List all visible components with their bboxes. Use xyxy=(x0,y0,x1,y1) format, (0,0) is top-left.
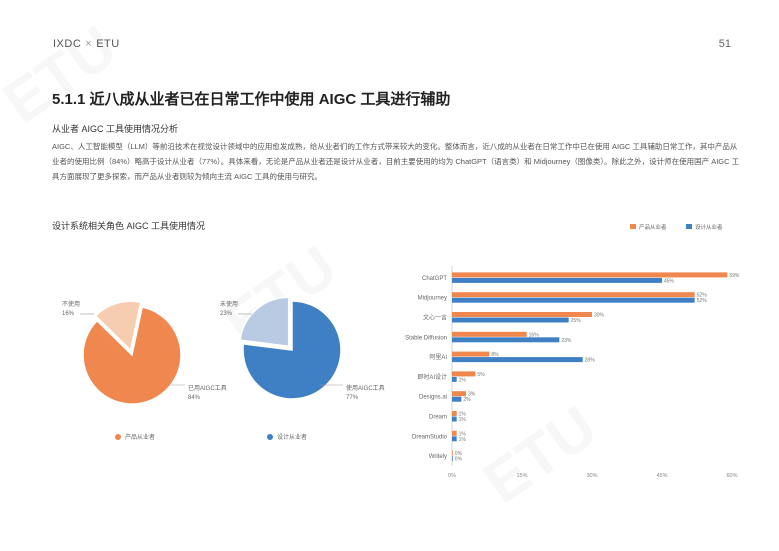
bar-legend-swatch xyxy=(630,224,636,229)
page-title: 5.1.1 近八成从业者已在日常工作中使用 AIGC 工具进行辅助 xyxy=(52,91,451,108)
bar-data-label: 1% xyxy=(459,417,467,423)
bar-data-label: 8% xyxy=(491,352,499,358)
bar-design xyxy=(452,456,453,462)
bar-data-label: 25% xyxy=(571,318,582,324)
bar-design xyxy=(452,337,560,343)
pie-data-label: 未使用 xyxy=(220,300,238,308)
bar-product xyxy=(452,272,728,278)
bar-design xyxy=(452,396,462,402)
pie-slice xyxy=(242,300,342,400)
category-label: DreamStudio xyxy=(412,434,448,440)
bar-design xyxy=(452,436,457,442)
bar-data-label: 1% xyxy=(459,412,467,418)
bar-product xyxy=(452,292,695,298)
pie-slice xyxy=(94,300,142,352)
category-label: Writely xyxy=(429,454,447,460)
pie-legend-swatch xyxy=(267,434,273,440)
bar-product xyxy=(452,391,466,397)
category-label: Midjourney xyxy=(418,296,447,302)
bar-product xyxy=(452,430,457,436)
bar-design xyxy=(452,317,569,323)
pie-data-label: 16% xyxy=(62,311,75,317)
pie-data-label: 84% xyxy=(188,395,201,401)
pie-legend-swatch xyxy=(115,434,121,440)
bar-data-label: 23% xyxy=(561,338,572,344)
category-label: Stable Diffusion xyxy=(405,335,447,341)
pie-data-label: 不使用 xyxy=(62,300,80,308)
bar-data-label: 16% xyxy=(529,332,540,338)
x-tick-label: 0% xyxy=(448,473,456,479)
bar-product xyxy=(452,312,592,317)
bar-data-label: 59% xyxy=(729,273,740,279)
bar-data-label: 28% xyxy=(585,358,596,364)
category-label: 阿里AI xyxy=(429,353,447,361)
pie-legend-label: 产品从业者 xyxy=(125,433,155,441)
bar-design xyxy=(452,376,457,382)
bar-legend-swatch xyxy=(686,224,692,229)
bar-design xyxy=(452,277,662,283)
body-paragraph: AIGC、人工智能模型（LLM）等前沿技术在视觉设计领域中的应用愈发成熟，给从业… xyxy=(52,142,740,181)
bar-data-label: 1% xyxy=(459,377,467,383)
pie-data-label: 77% xyxy=(346,395,359,401)
bar-data-label: 5% xyxy=(477,372,485,378)
brand-left: IXDC xyxy=(53,38,82,50)
x-tick-label: 15% xyxy=(516,473,527,479)
pie-legend-label: 设计从业者 xyxy=(277,433,307,441)
brand-right: ETU xyxy=(96,38,120,50)
pie-slice xyxy=(82,306,182,405)
bar-design xyxy=(452,297,695,303)
category-label: Dream xyxy=(429,415,447,421)
bar-data-label: 30% xyxy=(594,313,605,319)
bar-product xyxy=(452,411,457,416)
bar-data-label: 52% xyxy=(697,293,708,299)
bar-product xyxy=(452,450,453,456)
bar-data-label: 2% xyxy=(463,397,471,403)
bar-data-label: 0% xyxy=(455,451,463,457)
bar-legend-label: 产品从业者 xyxy=(639,223,667,231)
brand-separator: × xyxy=(85,38,93,50)
page-number: 51 xyxy=(718,38,731,50)
pie-data-label: 23% xyxy=(220,311,233,317)
bar-product xyxy=(452,331,527,337)
bar-product xyxy=(452,351,490,357)
bar-product xyxy=(452,371,476,377)
bar-data-label: 1% xyxy=(459,431,467,437)
bar-design xyxy=(452,357,583,363)
bar-data-label: 45% xyxy=(664,278,675,284)
pie-slice xyxy=(239,296,290,348)
bar-data-label: 3% xyxy=(468,392,476,398)
x-tick-label: 60% xyxy=(726,473,737,479)
x-tick-label: 45% xyxy=(656,473,667,479)
chart-section-title: 设计系统相关角色 AIGC 工具使用情况 xyxy=(52,221,206,231)
category-label: 即时AI设计 xyxy=(417,373,447,381)
category-label: 文心一言 xyxy=(423,314,447,322)
x-tick-label: 30% xyxy=(586,473,597,479)
bar-legend-label: 设计从业者 xyxy=(695,223,723,231)
section-subtitle: 从业者 AIGC 工具使用情况分析 xyxy=(52,124,179,134)
bar-data-label: 0% xyxy=(455,457,463,463)
category-label: ChatGPT xyxy=(422,276,447,282)
bar-data-label: 1% xyxy=(459,437,467,443)
pie-data-label: 已用AIGC工具 xyxy=(188,385,227,392)
pie-data-label: 使用AIGC工具 xyxy=(346,384,385,392)
bar-design xyxy=(452,416,457,422)
bar-data-label: 52% xyxy=(697,298,708,304)
category-label: Designs.ai xyxy=(419,395,447,401)
brand-logo: IXDC × ETU xyxy=(53,38,120,50)
